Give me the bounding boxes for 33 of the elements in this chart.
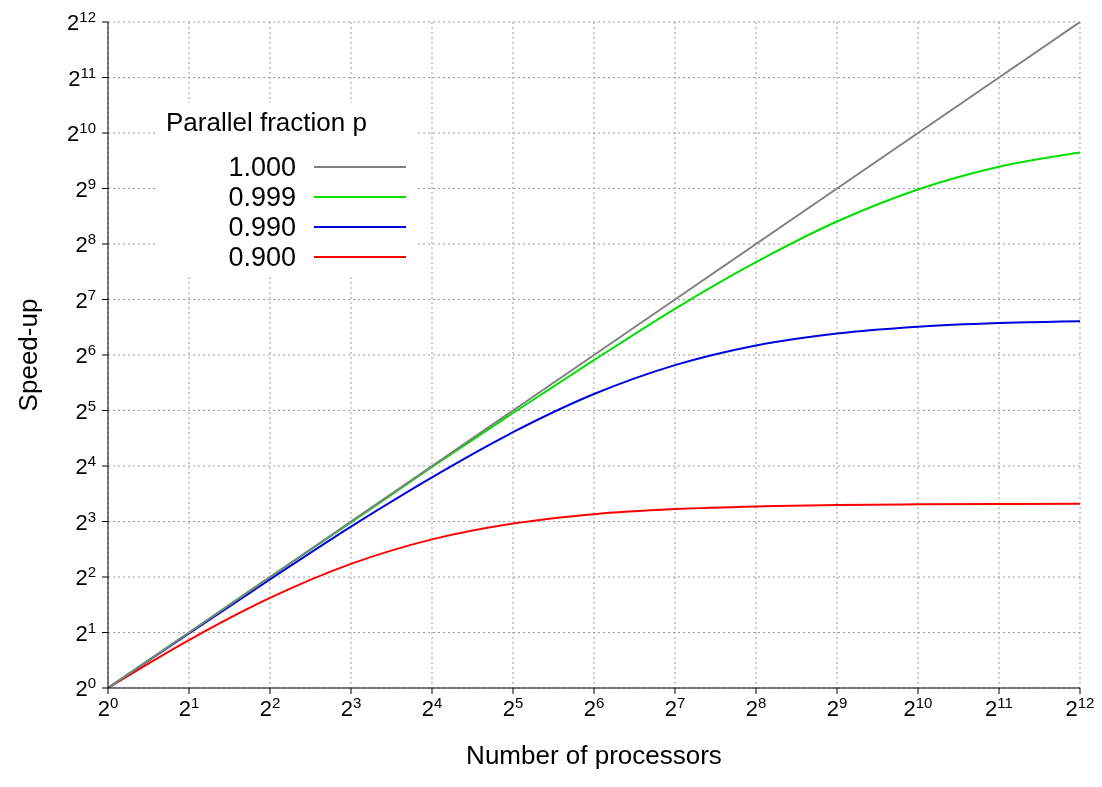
y-tick-label: 2$^{7}$ [75,285,96,313]
y-tick-label: 2$^{1}$ [75,618,96,646]
legend-label: 0.999 [227,181,296,213]
y-tick-label: 2$^{0}$ [75,673,96,701]
x-tick-label: 2$^{2}$ [259,693,281,721]
x-tick-label: 2$^{12}$ [1065,693,1095,721]
y-tick-label: 2$^{6}$ [75,340,96,368]
y-tick-label: 2$^{5}$ [75,396,96,424]
y-tick-label: 2$^{12}$ [67,7,96,35]
x-tick-label: 2$^{6}$ [583,693,605,721]
y-tick-label: 2$^{4}$ [75,451,96,479]
x-tick-label: 2$^{5}$ [502,693,524,721]
x-axis-title: Number of processors [466,740,722,770]
x-tick-label: 2$^{4}$ [421,693,443,721]
y-axis-title: Speed-up [13,298,44,412]
x-tick-label: 2$^{9}$ [826,693,848,721]
legend-label: 1.000 [227,151,296,183]
x-tick-label: 2$^{10}$ [903,693,933,721]
y-tick-label: 2$^{10}$ [67,118,96,146]
x-tick-label: 2$^{7}$ [664,693,686,721]
x-tick-label: 2$^{11}$ [985,693,1013,721]
legend-title: Parallel fraction p [166,107,368,138]
x-tick-label: 2$^{8}$ [745,693,767,721]
y-tick-label: 2$^{3}$ [75,507,96,535]
legend-label: 0.990 [227,211,296,243]
y-tick-label: 2$^{11}$ [68,63,96,91]
x-tick-label: 2$^{0}$ [97,693,119,721]
x-tick-label: 2$^{1}$ [178,693,200,721]
y-tick-label: 2$^{2}$ [75,562,96,590]
legend-label: 0.900 [227,241,296,273]
x-tick-label: 2$^{3}$ [340,693,362,721]
y-tick-label: 2$^{9}$ [75,174,96,202]
y-tick-label: 2$^{8}$ [75,229,96,257]
